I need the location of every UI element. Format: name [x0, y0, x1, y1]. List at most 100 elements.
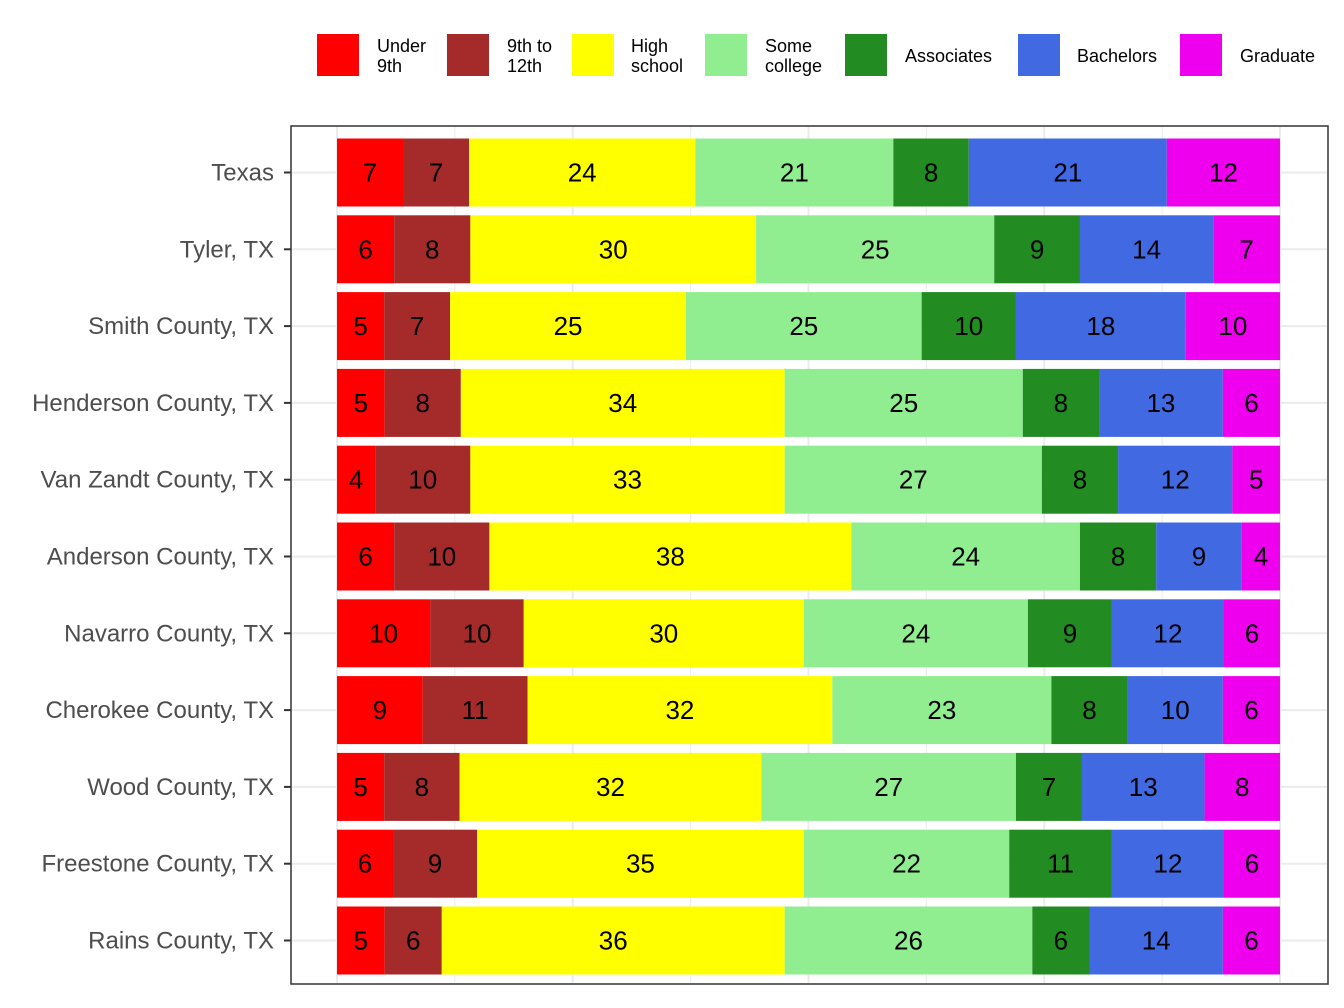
bar-value-label: 6 — [358, 234, 372, 264]
bar-value-label: 14 — [1142, 926, 1171, 956]
legend-key — [447, 34, 489, 76]
bar-segment-some-college — [803, 599, 1028, 668]
bar-segment-some-college — [784, 445, 1042, 514]
bar-row-anderson-county-tx: 6 10 38 24 8 9 4 — [337, 522, 1280, 591]
bar-segment-9th-to-12th — [375, 445, 471, 514]
bar-value-label: 6 — [1244, 926, 1258, 956]
bar-value-label: 5 — [353, 311, 367, 341]
legend-key — [845, 34, 887, 76]
bar-value-label: 10 — [954, 311, 983, 341]
bar-segment-associates — [1032, 906, 1090, 975]
legend-item-some-college: Some college — [705, 34, 822, 76]
bar-segment-some-college — [832, 676, 1052, 745]
bar-value-label: 8 — [924, 158, 938, 188]
bar-segment-bachelors — [1089, 906, 1223, 975]
bar-segment-under-9th — [337, 906, 385, 975]
bar-value-label: 10 — [463, 618, 492, 648]
bar-segment-under-9th — [337, 215, 395, 284]
bar-segment-graduate — [1166, 138, 1280, 207]
legend-key — [317, 34, 359, 76]
bar-value-label: 8 — [1082, 695, 1096, 725]
bar-segment-some-college — [685, 292, 922, 361]
bar-value-label: 10 — [427, 542, 456, 572]
bar-segment-associates — [1079, 522, 1157, 591]
bar-value-label: 25 — [861, 234, 890, 264]
bar-segment-high-school — [450, 292, 686, 361]
bar-row-wood-county-tx: 5 8 32 27 7 13 8 — [337, 752, 1280, 821]
bar-segment-associates — [1015, 752, 1082, 821]
bar-segment-bachelors — [968, 138, 1167, 207]
bar-segment-bachelors — [1015, 292, 1186, 361]
bar-value-label: 8 — [1111, 542, 1125, 572]
bar-segment-graduate — [1223, 829, 1280, 898]
bar-value-label: 7 — [429, 158, 443, 188]
bar-value-label: 12 — [1209, 158, 1238, 188]
bar-segment-some-college — [756, 215, 995, 284]
bar-value-label: 6 — [1245, 849, 1259, 879]
bar-segment-bachelors — [1118, 445, 1233, 514]
bar-value-label: 4 — [1254, 542, 1268, 572]
y-tick-label: Rains County, TX — [88, 928, 274, 955]
y-axis: Texas Tyler, TX Smith County, TX Henderson … — [32, 160, 291, 955]
bar-segment-graduate — [1223, 599, 1280, 668]
legend-label: Bachelors — [1077, 46, 1157, 66]
bar-value-label: 32 — [596, 772, 625, 802]
bar-segment-high-school — [469, 138, 696, 207]
bar-value-label: 8 — [425, 234, 439, 264]
bar-value-label: 38 — [656, 542, 685, 572]
bar-segment-associates — [1027, 599, 1112, 668]
legend-item-under-9th: Under 9th — [317, 34, 426, 76]
bar-segment-under-9th — [337, 368, 385, 437]
bar-value-label: 8 — [415, 388, 429, 418]
bar-segment-under-9th — [337, 829, 394, 898]
bar-segment-graduate — [1185, 292, 1280, 361]
bar-value-label: 9 — [1030, 234, 1044, 264]
bar-value-label: 12 — [1153, 618, 1182, 648]
bar-value-label: 21 — [1053, 158, 1082, 188]
bar-value-label: 23 — [927, 695, 956, 725]
bar-segment-bachelors — [1111, 599, 1224, 668]
bar-segment-9th-to-12th — [384, 752, 460, 821]
bar-segment-9th-to-12th — [422, 676, 528, 745]
legend-key — [1180, 34, 1222, 76]
bar-segment-under-9th — [337, 752, 385, 821]
bar-segment-graduate — [1232, 445, 1280, 514]
bar-segment-associates — [921, 292, 1016, 361]
bar-value-label: 7 — [1042, 772, 1056, 802]
bar-segment-graduate — [1222, 368, 1280, 437]
bar-segment-some-college — [695, 138, 894, 207]
legend-key — [705, 34, 747, 76]
bar-value-label: 36 — [599, 926, 628, 956]
bar-value-label: 25 — [889, 388, 918, 418]
bar-value-label: 24 — [901, 618, 930, 648]
bar-segment-some-college — [803, 829, 1010, 898]
bar-value-label: 35 — [626, 849, 655, 879]
bar-value-label: 6 — [1054, 926, 1068, 956]
bar-segment-high-school — [477, 829, 804, 898]
bar-value-label: 14 — [1132, 234, 1161, 264]
bar-value-label: 27 — [874, 772, 903, 802]
legend-label: Graduate — [1240, 46, 1315, 66]
bar-segment-bachelors — [1099, 368, 1223, 437]
legend-key — [1018, 34, 1060, 76]
bar-segment-9th-to-12th — [394, 522, 490, 591]
bar-value-label: 5 — [1249, 465, 1263, 495]
bar-value-label: 13 — [1146, 388, 1175, 418]
bar-value-label: 6 — [358, 849, 372, 879]
y-tick-label: Freestone County, TX — [41, 851, 274, 878]
bar-value-label: 9 — [428, 849, 442, 879]
bar-segment-associates — [994, 215, 1080, 284]
bar-segment-graduate — [1213, 215, 1280, 284]
bar-segment-associates — [893, 138, 969, 207]
bar-segment-graduate — [1241, 522, 1280, 591]
bar-segment-high-school — [489, 522, 852, 591]
bar-value-label: 6 — [1244, 695, 1258, 725]
bar-segment-high-school — [470, 445, 785, 514]
bar-value-label: 5 — [354, 388, 368, 418]
legend-label: Associates — [905, 46, 992, 66]
bar-value-label: 6 — [358, 542, 372, 572]
bar-value-label: 18 — [1086, 311, 1115, 341]
y-tick-label: Wood County, TX — [87, 774, 274, 801]
bar-segment-associates — [1022, 368, 1100, 437]
bar-value-label: 8 — [1235, 772, 1249, 802]
